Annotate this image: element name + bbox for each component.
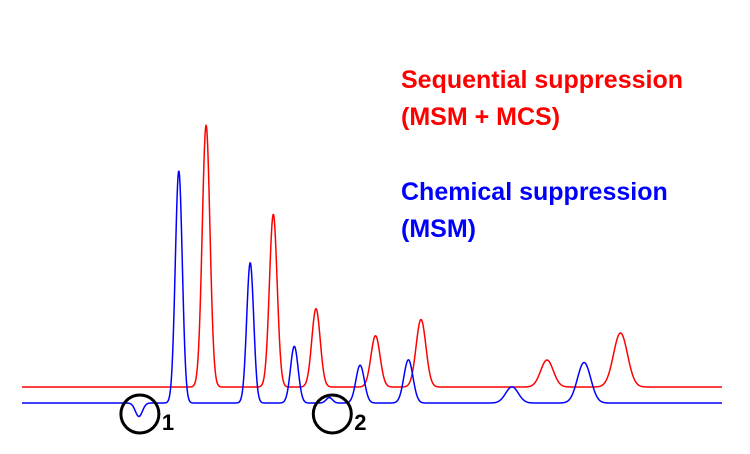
chromatogram-traces: [21, 124, 723, 418]
legend-sequential-line2: (MSM + MCS): [401, 103, 560, 131]
legend-chemical-line1: Chemical suppression: [401, 178, 668, 206]
annotation-circle-1: [119, 393, 161, 435]
legend-sequential-line1: Sequential suppression: [401, 66, 683, 94]
legend-chemical-line2: (MSM): [401, 215, 476, 243]
annotation-label-2: 2: [354, 410, 366, 435]
sequential-suppression-trace: [21, 124, 723, 388]
chemical-suppression-trace: [21, 170, 723, 418]
annotation-circle-2: [311, 393, 353, 435]
annotation-label-1: 1: [162, 410, 174, 435]
